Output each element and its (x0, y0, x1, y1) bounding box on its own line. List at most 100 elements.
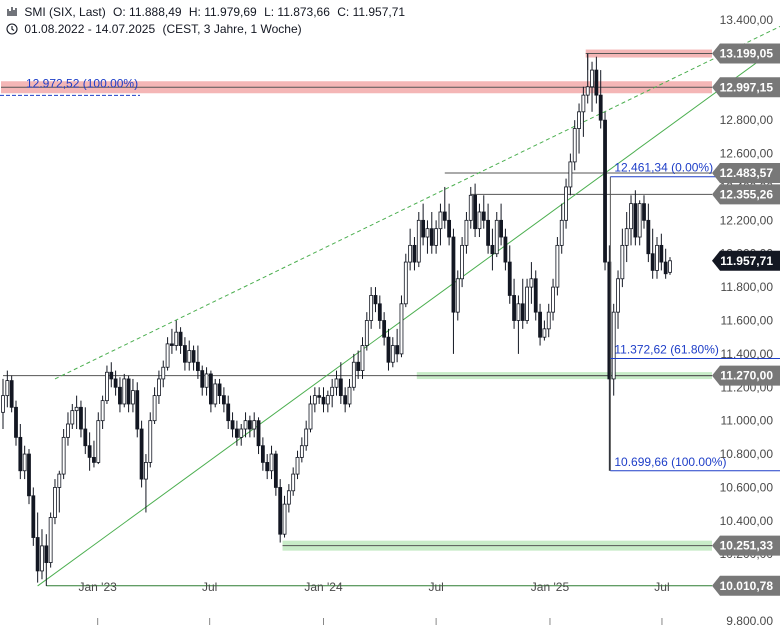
candle-body (165, 343, 170, 368)
candle-body (183, 345, 187, 363)
candle-body (70, 410, 75, 425)
candle-body (503, 236, 508, 263)
candle-body (196, 361, 200, 371)
candle-body (308, 403, 313, 430)
candle-body (572, 128, 577, 163)
price-tag-last (712, 250, 780, 271)
candle-body (594, 69, 599, 96)
x-tick-label: Jul (428, 580, 443, 594)
candle-body (520, 303, 525, 321)
y-tick-label: 13.400,00 (720, 13, 774, 27)
fib-layer: 12.972,52 (100.00%) 12.461,34 (0.00%) 11.3… (0, 76, 780, 472)
candle-body (144, 462, 148, 480)
candle-body (269, 453, 274, 472)
candle-body (9, 380, 14, 408)
candle-body (646, 219, 651, 255)
candle-body (304, 428, 309, 447)
candle-body (468, 194, 473, 221)
candle-body (200, 370, 205, 388)
candle-body (66, 423, 70, 438)
price-tag-label: 11.957,71 (720, 254, 773, 268)
candle-body (559, 219, 564, 246)
candle-body (118, 386, 122, 405)
candle-body (31, 495, 36, 538)
candle-body (161, 366, 166, 380)
candle-body (360, 345, 365, 371)
candle-body (282, 503, 287, 535)
date-range: 01.08.2022 - 14.07.2025 (24, 22, 156, 36)
candle-body (187, 350, 192, 363)
candle-body (208, 373, 213, 405)
candle-body (538, 311, 542, 338)
candle-body (386, 336, 391, 363)
candle-body (429, 228, 434, 246)
price-tag-label: 10.010,78 (720, 579, 774, 593)
candle-body (273, 453, 278, 488)
candle-body (286, 490, 291, 505)
candle-body (325, 395, 330, 405)
candle-body (44, 545, 49, 563)
candle-body (317, 395, 322, 398)
candle-body (234, 428, 239, 438)
x-tick-label: Jan '25 (531, 580, 570, 594)
candle-body (61, 436, 66, 475)
y-tick-label: 11.400,00 (721, 347, 774, 361)
candle-body (256, 420, 261, 447)
candle-body (663, 261, 668, 275)
candle-body (438, 211, 443, 230)
candle-body (191, 350, 196, 363)
fib-label: 10.699,66 (100.00%) (614, 455, 726, 469)
x-tick-label: Jan '23 (79, 580, 118, 594)
candle-body (512, 295, 516, 321)
bar-chart-icon[interactable] (6, 6, 18, 18)
y-tick-label: 11.800,00 (721, 280, 774, 294)
candle-body (507, 261, 512, 296)
y-tick-label: 10.800,00 (720, 447, 774, 461)
candle-body (455, 278, 460, 313)
candle-body (356, 361, 361, 371)
candle-body (139, 428, 144, 480)
candle-body (109, 371, 114, 380)
candle-body (494, 219, 499, 255)
candle-body (490, 244, 495, 255)
candle-body (486, 219, 490, 246)
candle-body (83, 428, 88, 447)
time-axis[interactable]: Jan '23 Jul Jan '24 Jul Jan '25 Jul (79, 580, 670, 625)
candle-body (213, 383, 218, 405)
candle-body (412, 244, 417, 263)
price-tag-label: 11.270,00 (720, 369, 773, 383)
candle-body (1, 395, 5, 413)
candle-body (321, 396, 326, 405)
candle-body (364, 320, 369, 346)
candle-body (525, 286, 529, 321)
y-tick-label: 12.600,00 (720, 147, 774, 161)
candle-body (217, 383, 222, 397)
candle-body (22, 453, 27, 472)
price-tag-resistance (712, 77, 780, 98)
candle-body (100, 400, 105, 422)
candle-body (542, 328, 547, 338)
close-value: C: 11.957,71 (337, 5, 406, 19)
candle-body (637, 203, 642, 238)
candle-body (126, 378, 131, 405)
candle-body (395, 345, 400, 355)
candle-body (373, 295, 378, 305)
fib-label: 12.461,34 (0.00%) (614, 161, 713, 175)
candle-body (226, 403, 231, 422)
price-tag-level (712, 162, 780, 183)
candle-body (278, 487, 283, 535)
candle-body (347, 386, 352, 405)
y-tick-label: 9.800,00 (726, 614, 773, 625)
price-tag-label: 12.997,15 (720, 80, 774, 94)
price-tag-resistance (712, 43, 780, 64)
candles-layer (1, 53, 672, 586)
price-axis[interactable]: 13.400,0013.200,0013.000,0012.800,0012.6… (720, 13, 774, 625)
candle-body (499, 219, 503, 238)
low-value: L: 11.873,66 (264, 5, 330, 19)
candle-body (92, 456, 96, 463)
candle-body (239, 428, 244, 438)
candle-body (403, 261, 408, 305)
x-tick-label: Jul (202, 580, 217, 594)
y-tick-label: 10.400,00 (720, 514, 774, 528)
